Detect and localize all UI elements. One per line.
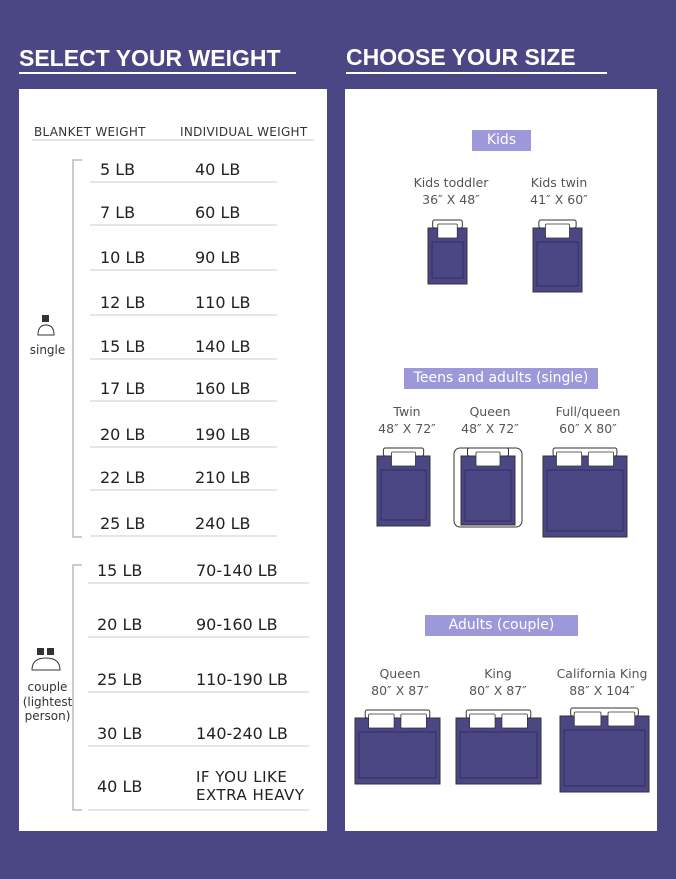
headboard: [364, 709, 431, 719]
bed-name: California King: [556, 666, 648, 681]
bed-size: 41″ X 60″: [530, 192, 588, 207]
bed-size: 48″ X 72″: [378, 421, 436, 436]
left-panel: [19, 89, 327, 831]
individual-weight: 90-160 LB: [196, 615, 278, 634]
blanket-weight: 25 LB: [97, 670, 143, 689]
blanket-outline: [464, 469, 512, 522]
size-category: Kids: [472, 130, 531, 151]
individual-weight: 140-240 LB: [196, 724, 288, 743]
blanket-weight: 7 LB: [100, 203, 136, 222]
pillow: [469, 713, 496, 729]
mattress: [532, 227, 583, 293]
bed-name: Queen: [469, 404, 511, 419]
individual-weight: 40 LB: [195, 160, 241, 179]
bed-size: 88″ X 104″: [569, 683, 635, 698]
blanket-outline: [431, 241, 464, 279]
bed-name: Queen: [379, 666, 421, 681]
person-icon: [37, 648, 44, 655]
bed-size: 60″ X 80″: [559, 421, 617, 436]
bed-size: 80″ X 87″: [371, 683, 429, 698]
bed-size: 48″ X 72″: [461, 421, 519, 436]
blanket-outline: [380, 469, 427, 521]
headboard: [552, 447, 618, 457]
headboard: [570, 707, 639, 717]
individual-weight: 110 LB: [195, 293, 251, 312]
headboard: [465, 709, 532, 719]
individual-weight: 210 LB: [195, 468, 251, 487]
blanket-weight: 17 LB: [100, 379, 146, 398]
mattress: [354, 717, 441, 785]
bed-name: Full/queen: [555, 404, 621, 419]
group-label: single: [29, 343, 66, 357]
blanket-weight: 25 LB: [100, 514, 146, 533]
blanket-weight: 20 LB: [97, 615, 143, 634]
individual-weight: 110-190 LB: [196, 670, 288, 689]
person-icon: [42, 315, 49, 322]
person-icon: [31, 657, 61, 671]
bracket: [72, 159, 82, 538]
blanket-weight: 40 LB: [97, 777, 143, 796]
column-header: INDIVIDUAL WEIGHT: [180, 125, 308, 139]
pillow: [368, 713, 395, 729]
pillow: [556, 451, 583, 467]
individual-weight: 240 LB: [195, 514, 251, 533]
individual-weight: IF YOU LIKE EXTRA HEAVY: [196, 768, 305, 804]
pillow: [501, 713, 528, 729]
mattress: [542, 455, 628, 538]
bed-size: 36″ X 48″: [422, 192, 480, 207]
pillow: [400, 713, 427, 729]
person-icon: [37, 324, 55, 336]
section-title: CHOOSE YOUR SIZE: [346, 44, 576, 70]
bed-size: 80″ X 87″: [469, 683, 527, 698]
individual-weight: 140 LB: [195, 337, 251, 356]
pillow: [607, 711, 636, 727]
mattress: [376, 455, 431, 527]
individual-weight: 160 LB: [195, 379, 251, 398]
blanket-weight: 20 LB: [100, 425, 146, 444]
blanket-outline: [358, 731, 437, 779]
individual-weight: 70-140 LB: [196, 561, 278, 580]
blanket-outline: [563, 729, 646, 787]
pillow: [391, 451, 416, 467]
blanket-weight: 5 LB: [100, 160, 136, 179]
size-category: Adults (couple): [425, 615, 578, 636]
blanket-weight: 22 LB: [100, 468, 146, 487]
section-title: SELECT YOUR WEIGHT: [19, 45, 281, 71]
blanket-weight: 15 LB: [100, 337, 146, 356]
blanket-outline: [459, 731, 538, 779]
bracket: [72, 564, 82, 811]
pillow: [437, 223, 458, 239]
mattress: [455, 717, 542, 785]
bed-name: King: [484, 666, 512, 681]
pillow: [475, 451, 501, 467]
pillow: [587, 451, 614, 467]
blanket-weight: 10 LB: [100, 248, 146, 267]
individual-weight: 190 LB: [195, 425, 251, 444]
blanket-weight: 15 LB: [97, 561, 143, 580]
pillow: [573, 711, 602, 727]
blanket-weight: 30 LB: [97, 724, 143, 743]
individual-weight: 90 LB: [195, 248, 241, 267]
size-category: Teens and adults (single): [404, 368, 598, 389]
bed-name: Twin: [393, 404, 421, 419]
mattress: [559, 715, 650, 793]
pillow: [545, 223, 570, 239]
group-label: couple (lightest person): [22, 680, 73, 723]
blanket-outline: [536, 241, 579, 287]
blanket-outline: [546, 469, 624, 532]
column-header: BLANKET WEIGHT: [34, 125, 146, 139]
bed-name: Kids toddler: [413, 175, 489, 190]
bed-name: Kids twin: [530, 175, 588, 190]
person-icon: [47, 648, 54, 655]
blanket-weight: 12 LB: [100, 293, 146, 312]
individual-weight: 60 LB: [195, 203, 241, 222]
